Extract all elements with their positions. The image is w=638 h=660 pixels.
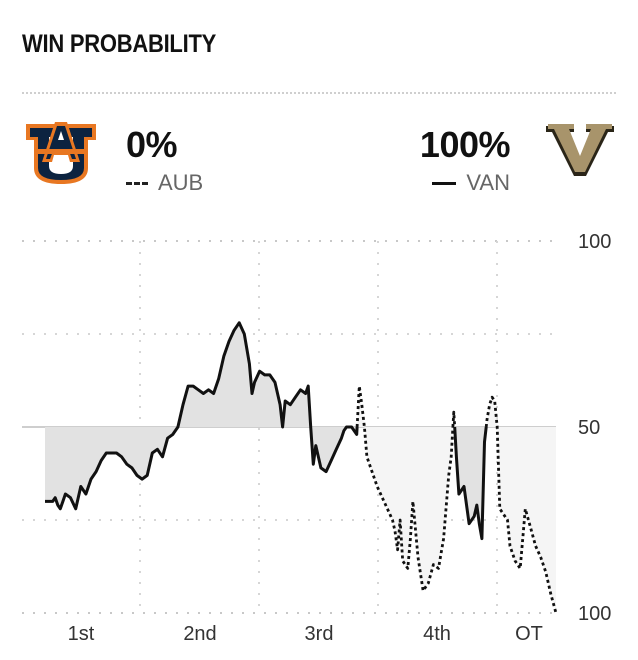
fill-above-50 (486, 397, 556, 613)
series-line-dashed (355, 384, 455, 593)
logo-bar (38, 149, 84, 154)
x-tick-label: 2nd (183, 623, 216, 645)
home-win-pct: 100% (419, 124, 511, 165)
x-tick-label: OT (515, 623, 543, 645)
home-legend: VAN (432, 170, 510, 196)
y-tick-label: 100 (578, 231, 611, 253)
auburn-logo-icon (26, 122, 96, 184)
solid-line-swatch (432, 181, 457, 185)
logo-v (548, 124, 612, 172)
series-line-solid (45, 321, 359, 511)
fill-below-50 (45, 322, 358, 509)
away-abbr: AUB (158, 170, 204, 195)
series-line-dashed (484, 395, 558, 614)
series-line-dashed (451, 410, 457, 428)
x-tick-label: 4th (423, 623, 451, 645)
logo-a-hole (58, 131, 64, 140)
page-title: WIN PROBABILITY (22, 30, 217, 58)
fill-above-50 (357, 386, 453, 591)
y-tick-label: 50 (578, 417, 600, 439)
x-tick-label: 1st (68, 623, 95, 645)
header-divider (22, 92, 616, 94)
dashed-line-swatch (126, 181, 148, 185)
vanderbilt-logo-icon (546, 124, 614, 176)
x-tick-label: 3rd (305, 623, 334, 645)
y-tick-label: 100 (578, 603, 611, 625)
home-abbr: VAN (466, 170, 510, 195)
away-legend: AUB (126, 170, 203, 196)
away-win-pct: 0% (126, 124, 178, 165)
series-line-solid (453, 426, 488, 541)
